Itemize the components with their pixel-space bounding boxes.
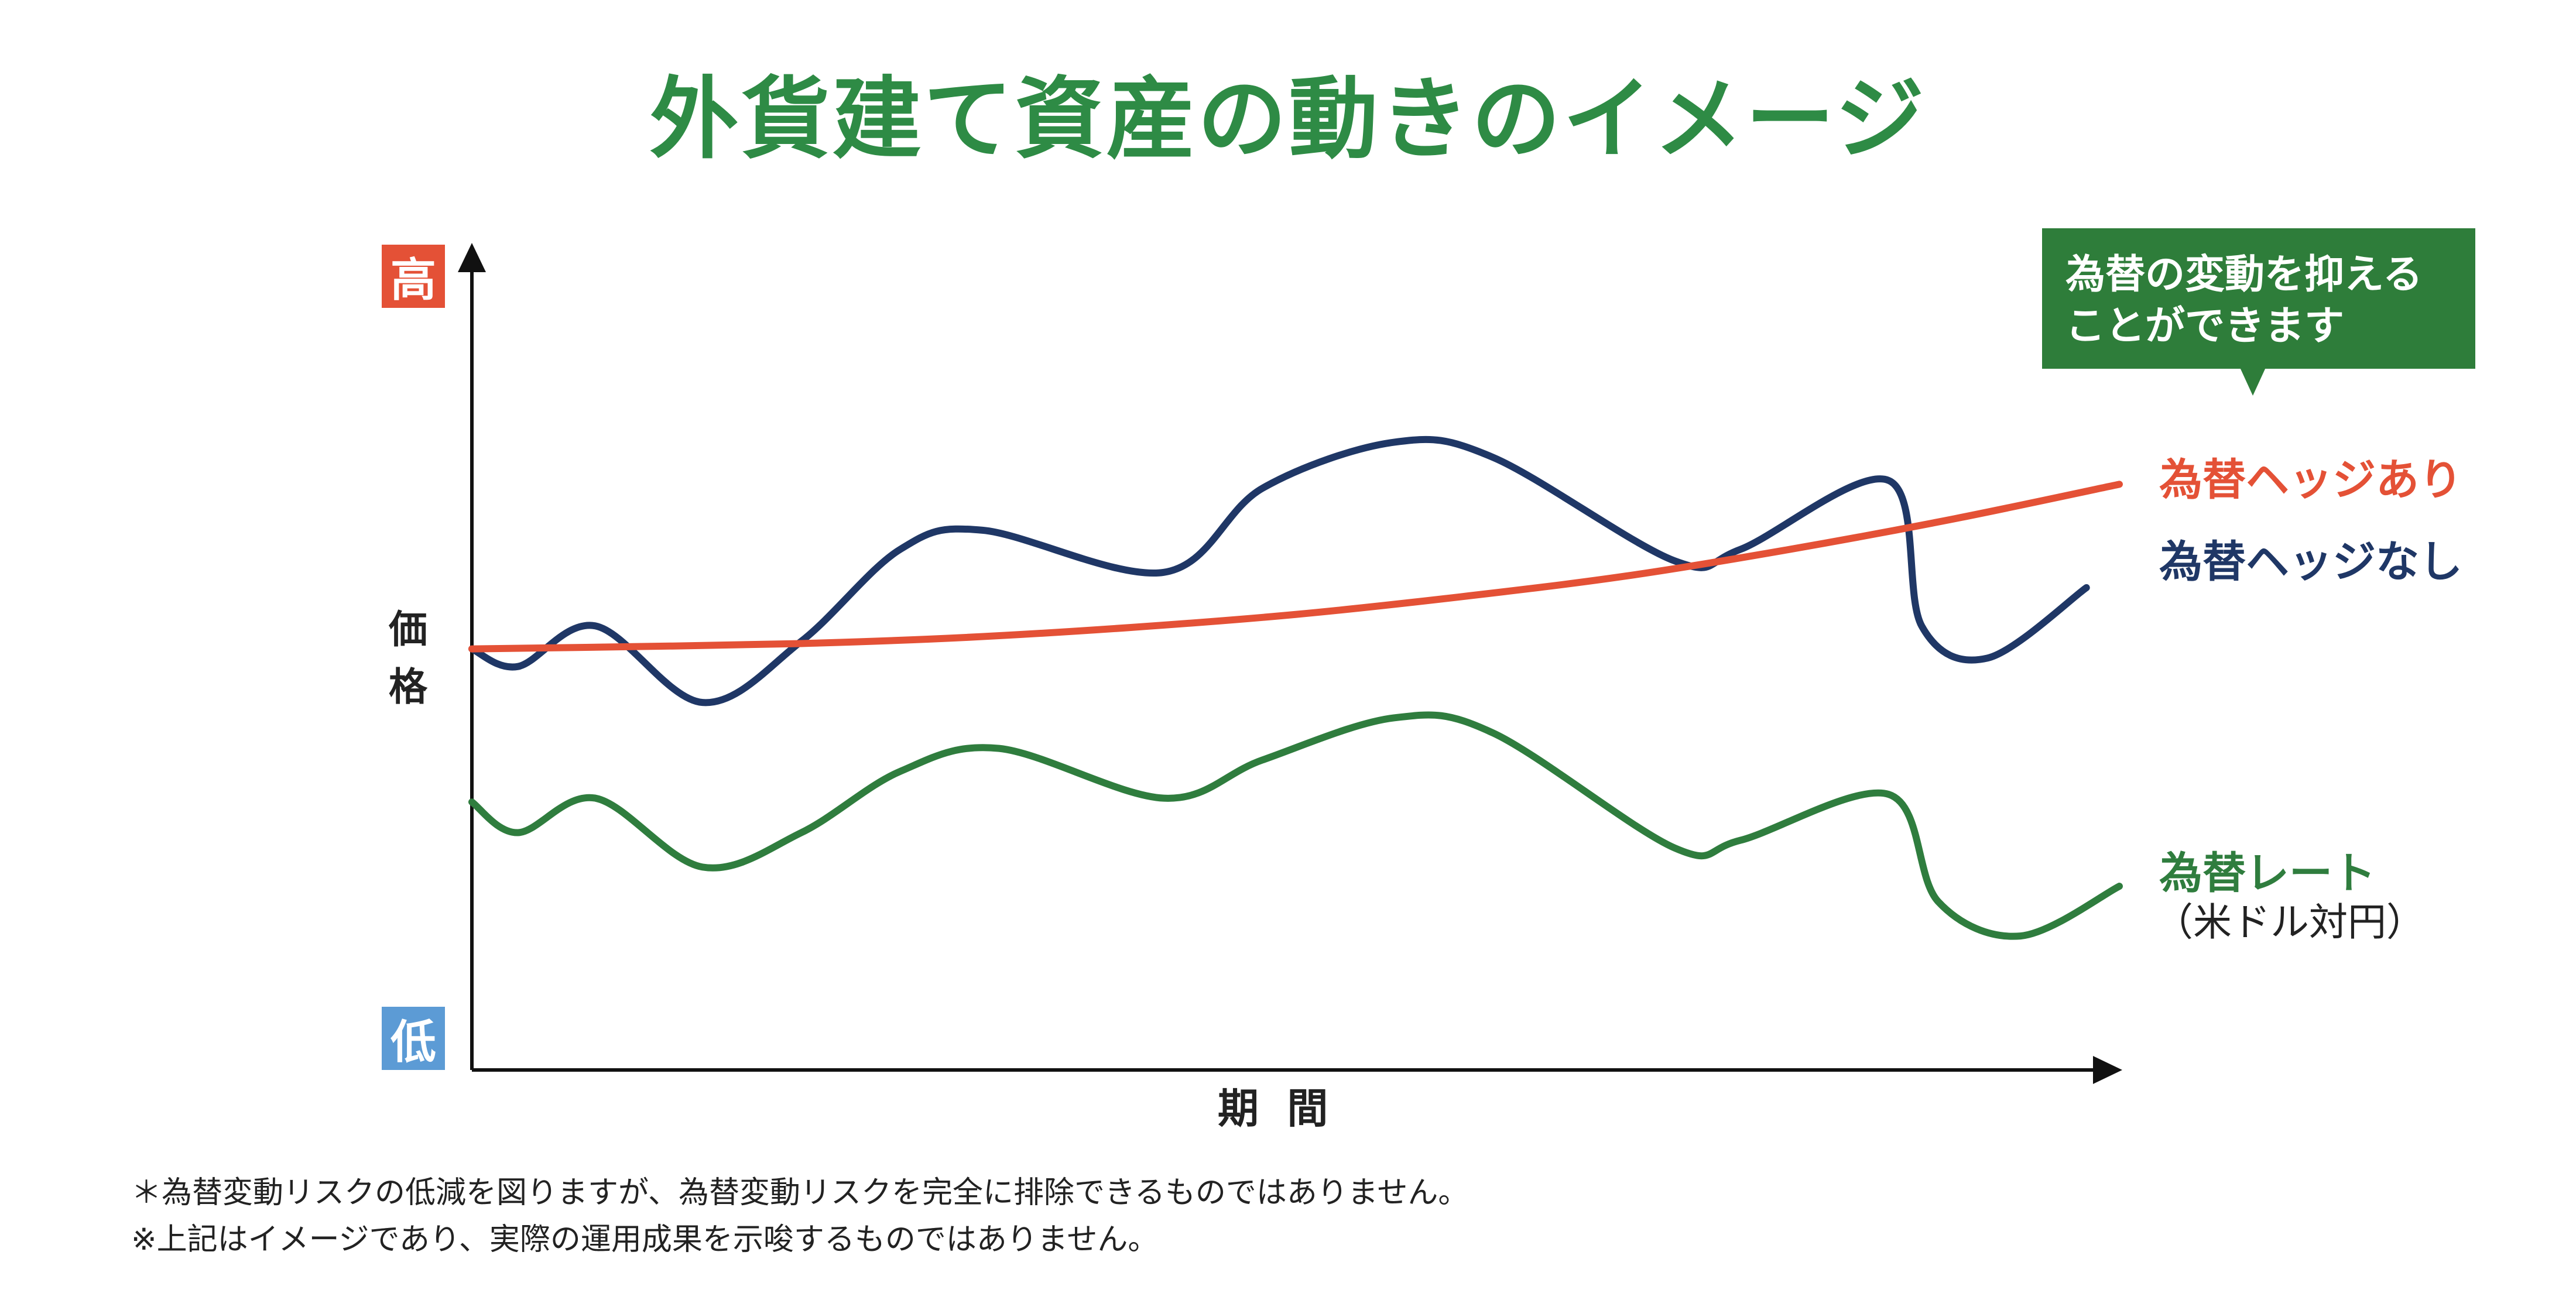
footnote-2: ※上記はイメージであり、実際の運用成果を示唆するものではありません。 xyxy=(131,1222,1159,1257)
legend-fx: 為替レート xyxy=(2159,848,2376,898)
y-axis-arrow xyxy=(458,243,486,272)
y-axis-label-1: 価 xyxy=(389,607,427,652)
callout-tail xyxy=(2240,368,2266,396)
legend-fx-sub: （米ドル対円） xyxy=(2154,900,2425,945)
page-title: 外貨建て資産の動きのイメージ xyxy=(649,67,1927,171)
callout-box: 為替の変動を抑える ことができます xyxy=(2042,228,2475,369)
callout-line-2: ことができます xyxy=(2065,303,2345,349)
series-line-fx xyxy=(468,711,2123,940)
legend-unhedged: 為替ヘッジなし xyxy=(2159,537,2462,587)
y-low-badge: 低 xyxy=(382,1007,445,1070)
series-line-hedged xyxy=(468,481,2123,653)
x-axis-arrow xyxy=(2093,1056,2122,1084)
series-lines xyxy=(468,435,2123,940)
series-line-unhedged xyxy=(468,435,2090,706)
footnote-1: ＊為替変動リスクの低減を図りますが、為替変動リスクを完全に排除できるものではあり… xyxy=(131,1175,1469,1210)
x-axis-label: 期 間 xyxy=(1218,1085,1335,1133)
y-high-badge: 高 xyxy=(382,245,445,308)
callout-line-1: 為替の変動を抑える xyxy=(2065,252,2423,298)
y-axis-label-2: 格 xyxy=(389,664,427,709)
legend-hedged: 為替ヘッジあり xyxy=(2159,455,2462,505)
axes xyxy=(458,243,2122,1084)
